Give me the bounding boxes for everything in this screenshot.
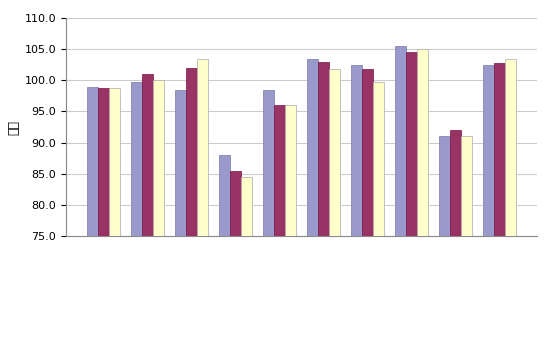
Bar (362, 69, 373, 363)
Bar (197, 58, 208, 363)
Bar (439, 136, 450, 363)
Bar (186, 68, 197, 363)
Bar (351, 65, 362, 363)
Bar (505, 58, 516, 363)
Bar (263, 90, 274, 363)
Bar (307, 58, 318, 363)
Bar (219, 155, 230, 363)
Bar (230, 171, 241, 363)
Bar (98, 88, 109, 363)
Bar (153, 80, 164, 363)
Bar (329, 69, 340, 363)
Bar (406, 52, 416, 363)
Bar (285, 105, 296, 363)
Y-axis label: 指数: 指数 (7, 119, 20, 135)
Bar (87, 87, 98, 363)
Bar (483, 65, 494, 363)
Bar (416, 49, 428, 363)
Bar (274, 105, 285, 363)
Bar (461, 136, 472, 363)
Bar (318, 62, 329, 363)
Bar (142, 74, 153, 363)
Bar (109, 88, 120, 363)
Bar (131, 82, 142, 363)
Bar (494, 63, 505, 363)
Bar (373, 82, 384, 363)
Bar (175, 90, 186, 363)
Bar (395, 46, 406, 363)
Bar (241, 177, 252, 363)
Bar (450, 130, 461, 363)
